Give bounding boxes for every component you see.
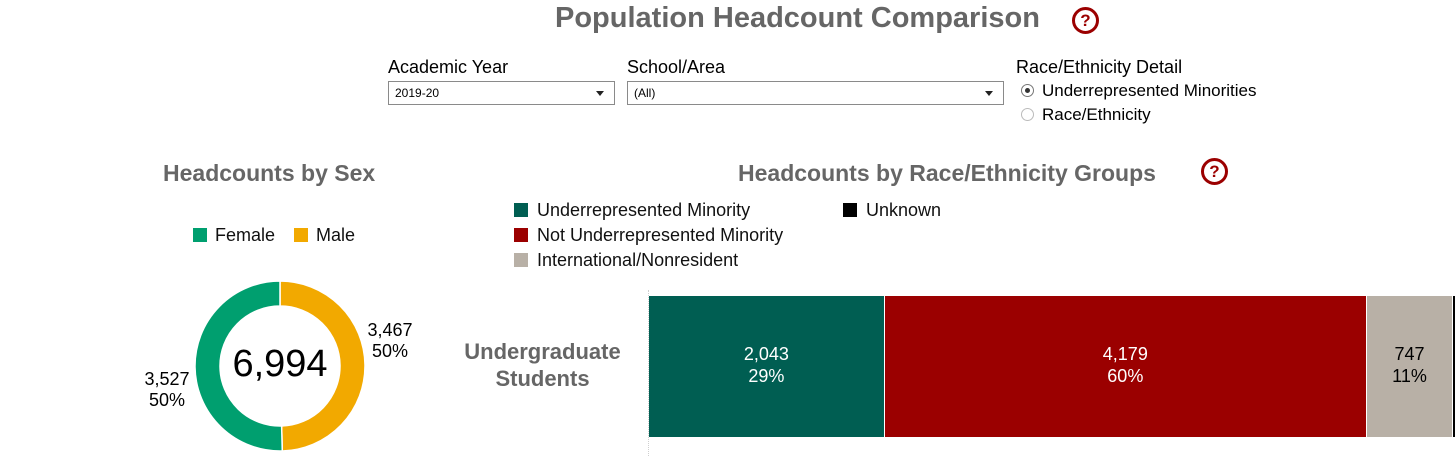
legend-swatch-urm [514,203,528,217]
radio-unchecked-icon [1021,108,1034,121]
race-detail-label: Race/Ethnicity Detail [1016,57,1183,77]
male-percent: 50% [371,341,409,361]
sex-chart-title: Headcounts by Sex [163,160,376,186]
bar-data-label: 4,179 60% [885,343,1366,387]
legend-swatch-male [294,228,308,242]
donut-slice-female [194,280,284,452]
legend-swatch-unknown [843,203,857,217]
legend-swatch-not-urm [514,228,528,242]
bar-segment-international-nonresident: 747 11% [1366,296,1453,437]
bar-segment-not-underrepresented-minority: 4,179 60% [884,296,1366,437]
male-count: 3,467 [367,320,413,340]
female-percent: 50% [148,390,186,410]
bar-percent: 60% [1107,365,1144,386]
page-title: Population Headcount Comparison [555,2,1040,34]
bar-segment-unknown [1453,296,1455,437]
bar-data-label: 747 11% [1367,343,1452,387]
academic-year-value: 2019-20 [395,86,440,100]
school-area-label: School/Area [627,57,726,77]
donut-total: 6,994 [232,343,328,385]
bar-percent: 29% [748,365,785,386]
academic-year-label: Academic Year [388,57,509,77]
axis-line [648,290,649,456]
bar-count: 747 [1394,343,1425,364]
bar-segment-underrepresented-minority: 2,043 29% [649,296,884,437]
academic-year-select[interactable]: 2019-20 [388,81,615,105]
school-area-select[interactable]: (All) [627,81,1004,105]
stacked-bar: 2,043 29% 4,179 60% 747 11% [649,296,1456,437]
bar-count: 4,179 [1102,343,1148,364]
male-data-label: 3,467 50% [360,320,420,362]
chevron-down-icon [596,91,604,96]
radio-label: Underrepresented Minorities [1042,81,1257,100]
female-count: 3,527 [144,369,190,389]
bar-percent: 11% [1392,365,1427,386]
legend-label-international: International/Nonresident [537,250,739,270]
category-label: Undergraduate Students [464,339,621,391]
legend-label-female: Female [215,225,276,245]
chevron-down-icon [985,91,993,96]
radio-label: Race/Ethnicity [1042,105,1151,124]
help-icon[interactable]: ? [1072,7,1099,34]
legend-swatch-international [514,253,528,267]
bar-data-label: 2,043 29% [649,343,884,387]
legend-label-not-urm: Not Underrepresented Minority [537,225,784,245]
female-data-label: 3,527 50% [137,369,197,411]
legend-label-urm: Underrepresented Minority [537,200,751,220]
bar-count: 2,043 [743,343,789,364]
race-chart-title: Headcounts by Race/Ethnicity Groups [738,160,1156,186]
donut-slice-male [279,280,366,452]
help-icon[interactable]: ? [1201,158,1228,185]
legend-swatch-female [193,228,207,242]
legend-label-male: Male [316,225,356,245]
radio-checked-icon [1021,84,1034,97]
legend-label-unknown: Unknown [866,200,942,220]
donut-chart [194,280,366,452]
school-area-value: (All) [634,86,656,100]
